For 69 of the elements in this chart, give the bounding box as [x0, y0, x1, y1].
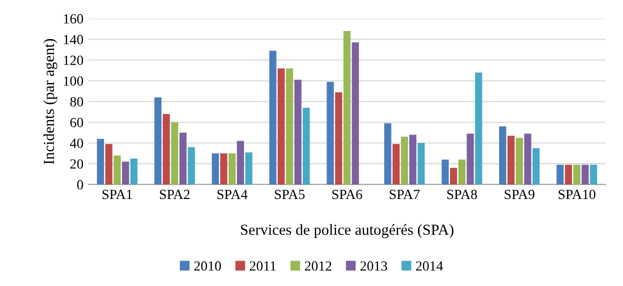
y-tick-label: 140 [64, 34, 84, 44]
bar [384, 123, 392, 184]
x-tick-label: SPA7 [390, 190, 420, 200]
bar [392, 144, 400, 184]
bar [400, 136, 408, 184]
bar [179, 132, 187, 184]
bar [352, 42, 359, 184]
x-tick-label: SPA6 [332, 190, 362, 200]
bar [418, 143, 425, 184]
y-tick-label: 80 [70, 97, 84, 106]
bar [532, 148, 540, 184]
bar [105, 144, 112, 184]
y-tick-label: 100 [64, 76, 84, 86]
bar [302, 108, 310, 184]
legend-label: 2011 [250, 261, 276, 271]
y-tick-label: 60 [70, 118, 84, 128]
y-tick-label: 20 [70, 159, 84, 169]
bar [475, 72, 482, 184]
bar [516, 138, 523, 184]
bar [335, 92, 342, 184]
bar [564, 164, 572, 184]
bar [212, 153, 219, 184]
bar [458, 160, 466, 184]
legend-label: 2012 [304, 261, 332, 271]
bar [590, 164, 598, 184]
legend-label: 2010 [194, 261, 221, 271]
bar [450, 168, 458, 184]
y-axis-title: Incidents (par agent) [43, 39, 58, 164]
x-axis-title: Services de police autogérés (SPA) [240, 224, 454, 238]
bar [269, 50, 276, 184]
y-tick-label: 160 [64, 14, 84, 24]
bar [220, 153, 228, 184]
bar [245, 152, 252, 184]
legend-label: 2014 [416, 261, 443, 271]
y-tick-label: 40 [70, 138, 84, 148]
x-tick-label: SPA8 [447, 190, 477, 200]
x-tick-label: SPA9 [504, 190, 534, 200]
bar [409, 134, 416, 184]
bar [326, 82, 334, 184]
x-tick-label: SPA4 [217, 190, 248, 200]
x-tick-label: SPA10 [558, 190, 596, 200]
y-tick-label: 0 [77, 180, 84, 190]
bar [130, 158, 138, 184]
x-tick-label: SPA5 [274, 190, 305, 200]
bar [442, 160, 449, 184]
bar [466, 134, 474, 184]
bar [114, 155, 121, 184]
x-tick-label: SPA1 [102, 190, 132, 200]
bar [499, 126, 506, 184]
bar [162, 114, 170, 184]
bar [286, 68, 294, 184]
bar [343, 31, 351, 184]
bar [171, 122, 178, 184]
bar [122, 162, 130, 184]
bar [294, 80, 302, 184]
bar [524, 134, 532, 184]
bar [556, 164, 564, 184]
y-tick-label: 120 [64, 56, 84, 66]
x-tick-label: SPA2 [160, 190, 190, 200]
bar [236, 140, 244, 184]
bar [278, 68, 285, 184]
bar [582, 164, 589, 184]
bar [188, 147, 195, 184]
bar [507, 136, 515, 184]
legend-label: 2013 [360, 261, 388, 271]
bar [228, 153, 236, 184]
bar [154, 97, 162, 184]
bar [573, 164, 580, 184]
bar [96, 138, 104, 184]
